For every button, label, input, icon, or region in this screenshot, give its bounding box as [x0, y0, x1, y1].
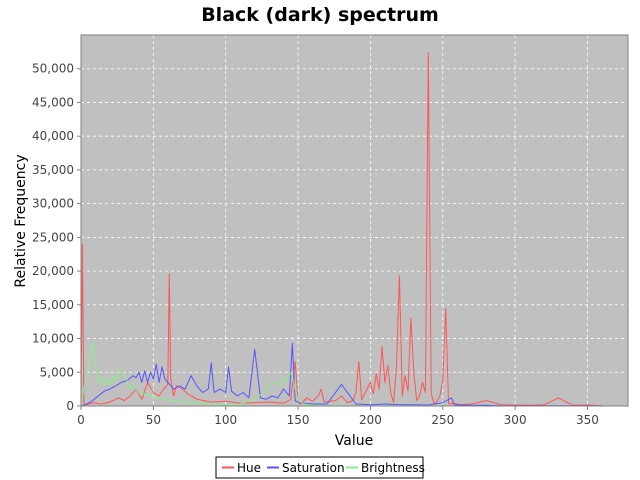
x-tick-label: 100	[214, 413, 237, 427]
legend: Hue Saturation Brightness	[215, 456, 425, 479]
x-tick-label: 50	[146, 413, 161, 427]
plot-border	[80, 34, 629, 407]
series-line-saturation	[80, 342, 603, 407]
y-tick-label: 10,000	[32, 332, 74, 346]
x-tick-label: 300	[504, 413, 527, 427]
legend-label-hue: Hue	[237, 461, 261, 475]
x-tick-label: 250	[431, 413, 454, 427]
legend-label-brightness: Brightness	[361, 461, 425, 475]
x-tick-label: 200	[359, 413, 382, 427]
y-tick-label: 5,000	[40, 365, 74, 379]
y-tick-label: 35,000	[32, 163, 74, 177]
x-tick-label: 0	[77, 413, 85, 427]
y-tick-label: 50,000	[32, 62, 74, 76]
y-tick-label: 25,000	[32, 230, 74, 244]
y-tick-label: 0	[66, 399, 74, 413]
plot-area	[81, 35, 628, 406]
series-line-hue	[80, 52, 603, 407]
y-tick-label: 30,000	[32, 197, 74, 211]
x-tick-label: 150	[287, 413, 310, 427]
y-axis-label: Relative Frequency	[13, 154, 29, 287]
legend-label-saturation: Saturation	[282, 461, 345, 475]
x-axis-label: Value	[335, 433, 373, 449]
legend-box	[215, 456, 424, 479]
y-tick-label: 40,000	[32, 129, 74, 143]
grid-lines	[80, 35, 628, 407]
chart-title: Black (dark) spectrum	[201, 4, 439, 26]
x-tick-label: 350	[576, 413, 599, 427]
y-tick-label: 20,000	[32, 264, 74, 278]
axes: 0 50 100 150 200 250 300 350 0 5,000 10,000 15,000 2…	[32, 62, 599, 427]
y-tick-label: 15,000	[32, 298, 74, 312]
y-tick-label: 45,000	[32, 95, 74, 109]
